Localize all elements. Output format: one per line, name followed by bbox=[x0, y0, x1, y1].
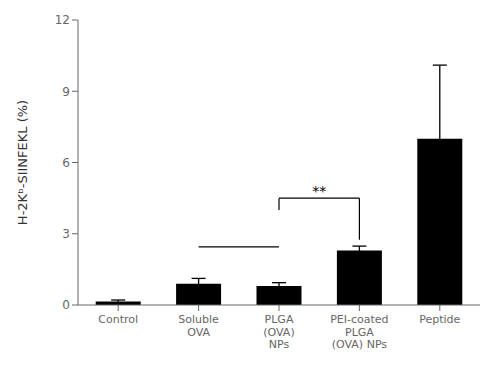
svg-text:PEI-coatedPLGA(OVA) NPs: PEI-coatedPLGA(OVA) NPs bbox=[330, 313, 388, 351]
svg-text:9: 9 bbox=[62, 85, 70, 99]
svg-text:Control: Control bbox=[98, 313, 138, 326]
svg-text:12: 12 bbox=[55, 13, 70, 27]
svg-text:H-2Kᵇ-SIINFEKL (%): H-2Kᵇ-SIINFEKL (%) bbox=[15, 100, 30, 225]
svg-text:Peptide: Peptide bbox=[419, 313, 460, 326]
svg-text:6: 6 bbox=[62, 156, 70, 170]
svg-text:0: 0 bbox=[62, 298, 70, 312]
svg-text:**: ** bbox=[312, 183, 326, 199]
svg-text:PLGA(OVA)NPs: PLGA(OVA)NPs bbox=[263, 313, 294, 351]
svg-text:SolubleOVA: SolubleOVA bbox=[178, 313, 219, 339]
svg-text:3: 3 bbox=[62, 227, 70, 241]
